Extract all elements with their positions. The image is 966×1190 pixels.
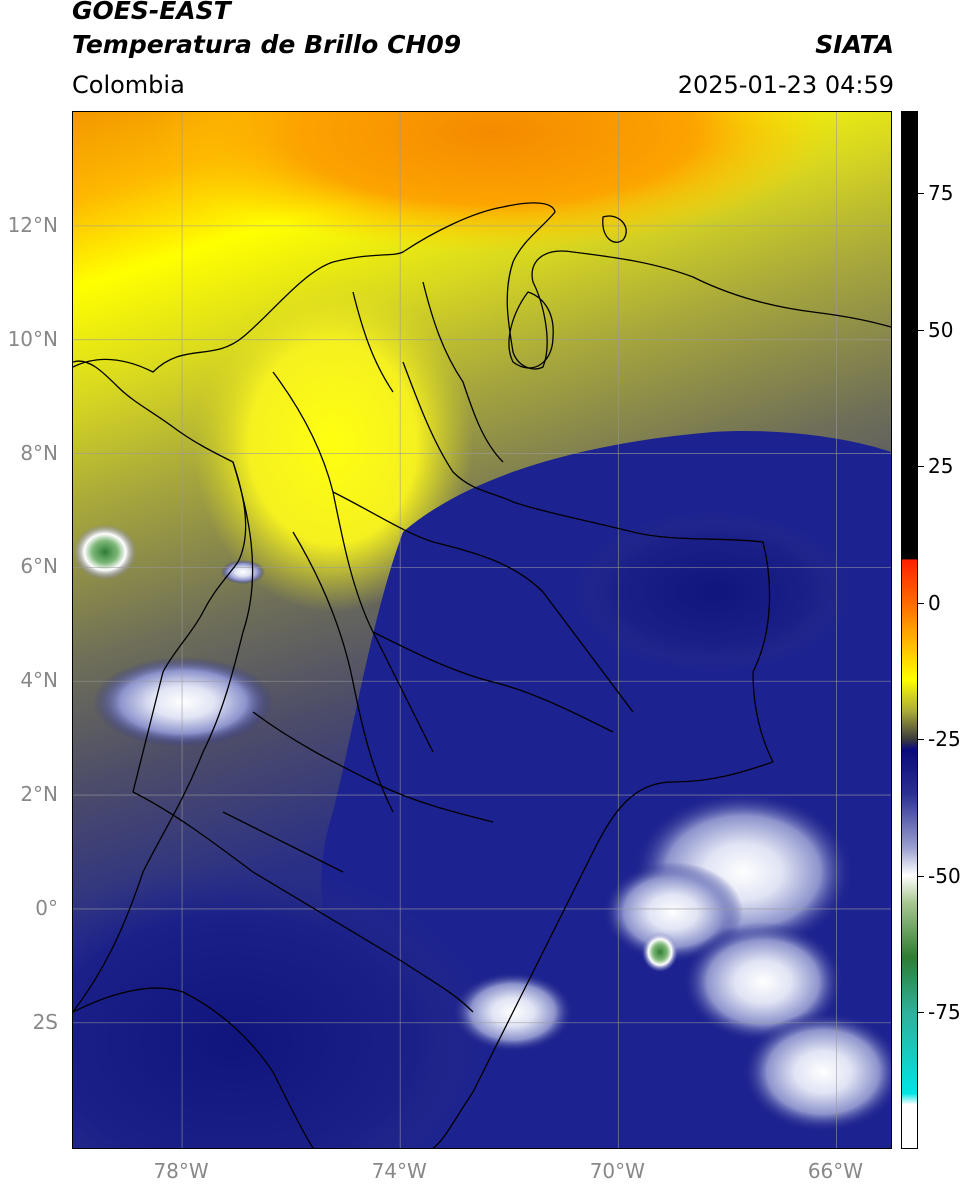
internal-border — [352, 291, 394, 393]
colorbar — [901, 111, 918, 1149]
internal-border — [332, 491, 634, 713]
deep-convection-cloud — [743, 1012, 891, 1132]
latitude-tick-label: 8°N — [20, 440, 58, 465]
timestamp-label: 2025-01-23 04:59 — [677, 71, 894, 99]
latitude-tick-label: 4°N — [20, 668, 58, 693]
internal-border — [372, 631, 614, 733]
latitude-tick-label: 6°N — [20, 554, 58, 579]
colorbar-tick-mark — [918, 466, 924, 468]
internal-border — [272, 371, 434, 753]
internal-border — [222, 811, 344, 873]
colorbar-tick-label: -25 — [928, 727, 961, 752]
warm-region-yellow — [193, 272, 473, 612]
satellite-map[interactable] — [72, 111, 892, 1149]
latitude-tick-label: 2°N — [20, 782, 58, 807]
colorbar-tick-label: 0 — [928, 590, 941, 615]
colorbar-tick-label: -50 — [928, 863, 961, 888]
colorbar-tick-mark — [918, 329, 924, 331]
map-title-line2: Temperatura de Brillo CH09 — [72, 30, 462, 59]
colorbar-tick-mark — [918, 602, 924, 604]
coastline-and-borders — [73, 202, 891, 1148]
caribbean-coastline — [73, 202, 891, 373]
deep-convection-cloud — [683, 922, 843, 1042]
panama-isthmus-coast — [73, 360, 247, 793]
longitude-tick-label: 70°W — [589, 1159, 645, 1183]
colombia-brazil-border — [432, 761, 774, 1148]
latitude-tick-label: 10°N — [7, 326, 58, 351]
internal-border — [422, 281, 504, 463]
colorbar-tick-label: 50 — [928, 317, 954, 342]
map-title-line1: GOES-EAST — [72, 0, 231, 25]
colorbar-tick-label: -75 — [928, 1000, 961, 1025]
deep-convection-cloud — [221, 560, 265, 584]
longitude-tick-label: 78°W — [153, 1159, 209, 1183]
latitude-tick-label: 0° — [35, 895, 58, 920]
latitude-tick-label: 2S — [32, 1009, 58, 1034]
deep-convection-cloud — [603, 862, 743, 962]
internal-border — [292, 531, 394, 813]
region-label: Colombia — [72, 71, 185, 99]
colorbar-tick-mark — [918, 192, 924, 194]
colorbar-tick-mark — [918, 875, 924, 877]
cold-region-southwest — [73, 862, 493, 1148]
deep-convection-cloud — [93, 657, 273, 747]
colombia-venezuela-border — [402, 361, 774, 763]
cold-region-east — [573, 512, 853, 672]
longitude-tick-label: 74°W — [371, 1159, 427, 1183]
pacific-coastline — [73, 461, 254, 1013]
cold-core-cloud — [73, 524, 137, 580]
colorbar-tick-label: 25 — [928, 454, 954, 479]
longitude-tick-label: 66°W — [807, 1159, 864, 1183]
maracaibo-lake — [508, 291, 554, 369]
warm-region-north — [153, 112, 833, 252]
graticule — [73, 112, 891, 1148]
organization-label: SIATA — [815, 30, 894, 59]
colombia-peru-border — [132, 791, 474, 1013]
colorbar-tick-mark — [918, 739, 924, 741]
internal-border — [252, 711, 494, 823]
latitude-tick-label: 12°N — [7, 212, 58, 237]
colorbar-tick-mark — [918, 1012, 924, 1014]
colorbar-tick-label: 75 — [928, 180, 954, 205]
cold-core-cloud — [642, 932, 678, 972]
ecuador-border — [73, 987, 314, 1148]
paraguana-peninsula — [602, 215, 627, 243]
